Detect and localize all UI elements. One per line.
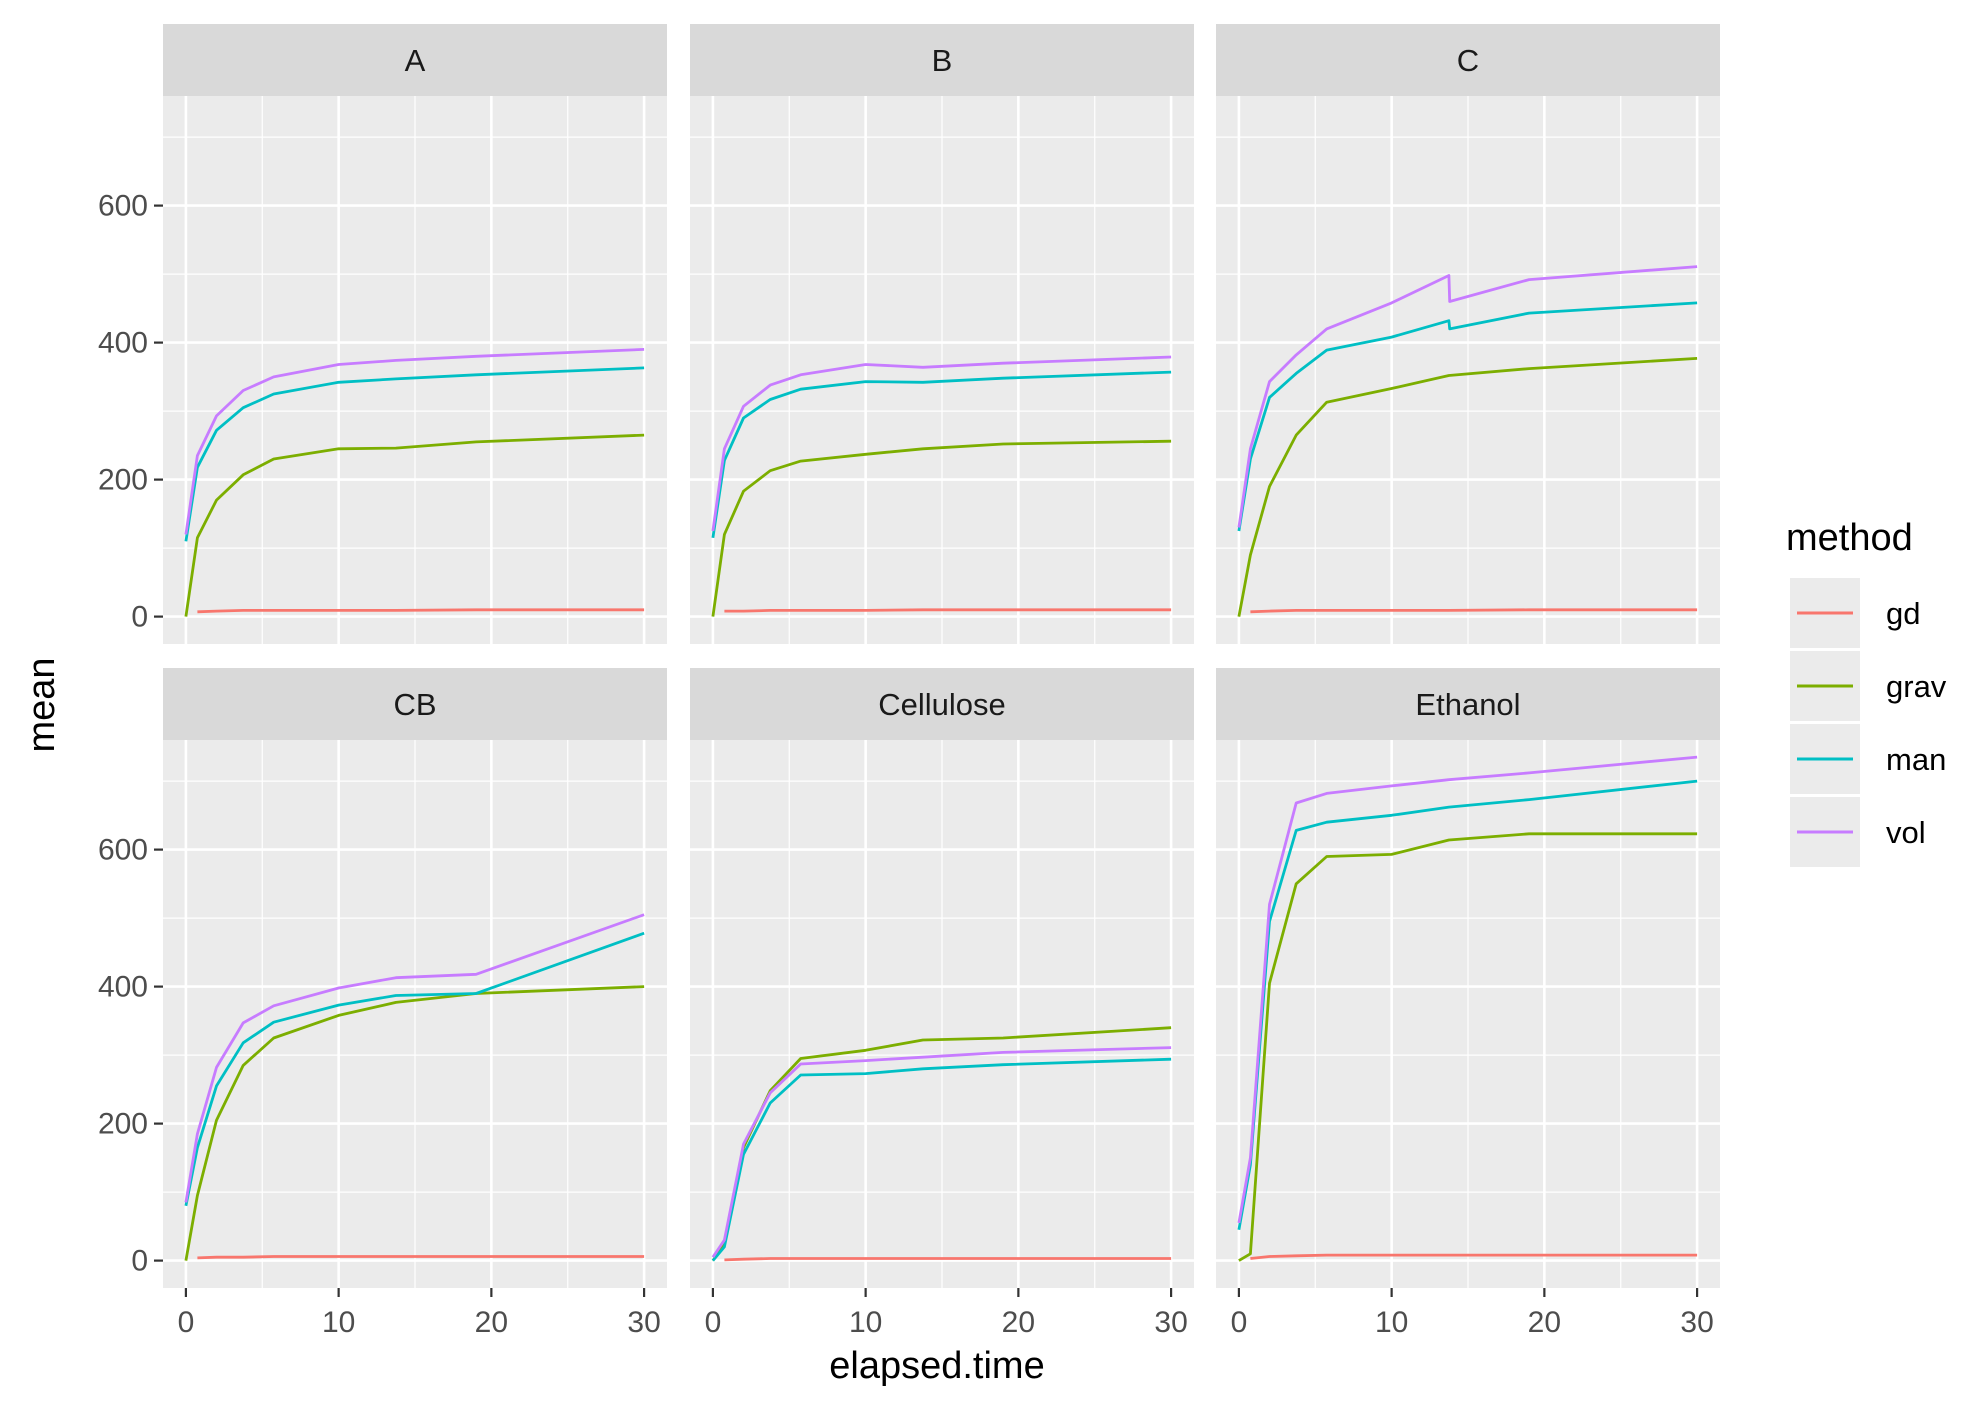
series-line-vol (711, 1046, 1172, 1258)
legend-item-grav: grav (1790, 651, 1947, 721)
y-tick-label: 400 (98, 327, 148, 360)
panel-cb: CB 0 200 400 600 0 10 20 30 (98, 668, 667, 1339)
legend-label: vol (1886, 815, 1926, 850)
panel-strip (1216, 668, 1720, 740)
series-line-vol (711, 355, 1172, 532)
panel-cellulose: Cellulose 0 10 20 30 (690, 668, 1194, 1339)
y-tick-label: 600 (98, 834, 148, 867)
x-axis-title: elapsed.time (829, 1345, 1044, 1387)
x-tick-label: 0 (1231, 1306, 1248, 1339)
x-tick-label: 0 (178, 1306, 195, 1339)
panel-ethanol: Ethanol 0 10 20 30 (1216, 668, 1720, 1339)
series-line-man (711, 1057, 1172, 1262)
series-line-grav (711, 439, 1172, 617)
x-tick-label: 30 (627, 1306, 660, 1339)
series-line-gd (724, 608, 1172, 613)
x-tick-label: 30 (1154, 1306, 1187, 1339)
panel-strip-label: Cellulose (878, 687, 1006, 722)
series-line-grav (184, 985, 645, 1261)
panel-b: B (690, 24, 1194, 644)
series-line-gd (724, 1257, 1172, 1262)
panel-c: C (1216, 24, 1720, 644)
panel-strip-label: C (1457, 43, 1479, 78)
panel-strip (163, 24, 667, 96)
series-line-man (184, 931, 645, 1207)
x-tick-label: 10 (322, 1306, 355, 1339)
y-tick-label: 400 (98, 971, 148, 1004)
y-tick-label: 600 (98, 190, 148, 223)
y-tick-label: 0 (131, 601, 148, 634)
series-line-man (1237, 301, 1698, 532)
series-line-man (711, 370, 1172, 539)
y-tick-label: 0 (131, 1245, 148, 1278)
panel-a: A 0 200 400 600 (98, 24, 667, 644)
panel-strip (163, 668, 667, 740)
series-line-vol (1237, 265, 1698, 528)
panel-strip (690, 24, 1194, 96)
x-tick-label: 20 (1002, 1306, 1035, 1339)
y-axis-title: mean (21, 657, 63, 752)
panel-strip (690, 668, 1194, 740)
x-tick-label: 10 (1375, 1306, 1408, 1339)
series-line-man (184, 366, 645, 542)
legend-item-man: man (1790, 724, 1946, 794)
legend-title: method (1786, 517, 1913, 559)
series-line-gd (1250, 608, 1698, 614)
series-line-vol (1237, 755, 1698, 1224)
series-line-gd (197, 608, 645, 614)
y-tick-label: 200 (98, 1108, 148, 1141)
x-tick-label: 20 (475, 1306, 508, 1339)
series-line-gd (1250, 1253, 1698, 1260)
series-line-grav (1237, 357, 1698, 617)
x-tick-label: 20 (1528, 1306, 1561, 1339)
legend: method gd grav man vol (1786, 517, 1947, 867)
panel-strip-label: A (405, 43, 426, 78)
legend-label: man (1886, 742, 1946, 777)
series-line-vol (184, 913, 645, 1203)
y-tick-label: 200 (98, 464, 148, 497)
series-line-gd (197, 1255, 645, 1260)
series-line-grav (184, 433, 645, 617)
legend-items: gd grav man vol (1790, 578, 1947, 867)
legend-label: grav (1886, 669, 1947, 704)
panel-strip-label: CB (393, 687, 436, 722)
x-tick-label: 0 (705, 1306, 722, 1339)
series-line-grav (1238, 832, 1698, 1262)
series-line-vol (184, 348, 645, 535)
panel-strip-label: B (932, 43, 953, 78)
legend-label: gd (1886, 596, 1920, 631)
x-tick-label: 10 (849, 1306, 882, 1339)
panel-strip-label: Ethanol (1415, 687, 1520, 722)
legend-item-vol: vol (1790, 797, 1926, 867)
panel-strip (1216, 24, 1720, 96)
legend-item-gd: gd (1790, 578, 1920, 648)
x-tick-label: 30 (1680, 1306, 1713, 1339)
